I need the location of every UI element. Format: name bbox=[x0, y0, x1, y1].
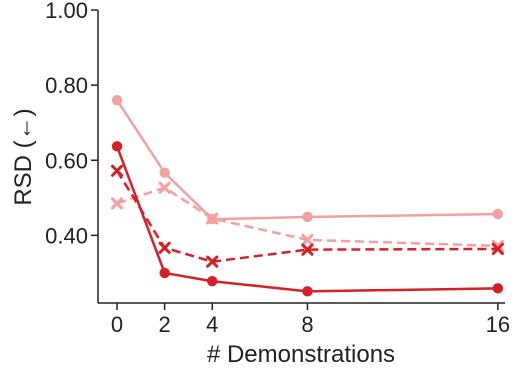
data-point bbox=[111, 94, 123, 106]
data-point bbox=[158, 241, 171, 254]
data-point bbox=[207, 276, 218, 287]
x-axis-title: # Demonstrations bbox=[207, 341, 395, 368]
x-tick-label: 8 bbox=[301, 312, 313, 337]
x-tick-label: 4 bbox=[206, 312, 218, 337]
x-tick-label: 2 bbox=[159, 312, 171, 337]
series-3 bbox=[110, 164, 504, 268]
data-point bbox=[110, 197, 124, 210]
series-1 bbox=[111, 94, 504, 225]
y-axis-title: RSD (←) bbox=[10, 108, 37, 205]
data-point bbox=[301, 243, 314, 256]
data-point bbox=[492, 283, 504, 294]
x-tick-label: 0 bbox=[111, 312, 123, 337]
data-point bbox=[301, 233, 314, 246]
plot-area bbox=[97, 10, 505, 304]
series-line bbox=[115, 99, 498, 221]
y-tick-label: 0.80 bbox=[45, 73, 88, 98]
y-tick-label: 0.40 bbox=[45, 223, 88, 248]
x-tick-label: 16 bbox=[486, 312, 510, 337]
y-tick-label: 1.00 bbox=[45, 0, 88, 23]
series-4 bbox=[111, 141, 504, 297]
data-point bbox=[491, 242, 504, 256]
data-point bbox=[159, 267, 170, 279]
data-point bbox=[492, 208, 504, 220]
data-point bbox=[206, 255, 219, 268]
data-point bbox=[302, 211, 313, 223]
data-point bbox=[302, 286, 313, 297]
series-layer bbox=[110, 94, 504, 297]
data-point bbox=[159, 167, 170, 178]
data-point bbox=[206, 212, 219, 225]
data-point bbox=[111, 141, 123, 152]
ticks-layer: 0 2 4 8 16 0.40 0.60 0.80 1.00 bbox=[45, 0, 510, 337]
data-point bbox=[110, 164, 124, 177]
y-tick-label: 0.60 bbox=[45, 148, 88, 173]
data-point bbox=[158, 181, 171, 194]
